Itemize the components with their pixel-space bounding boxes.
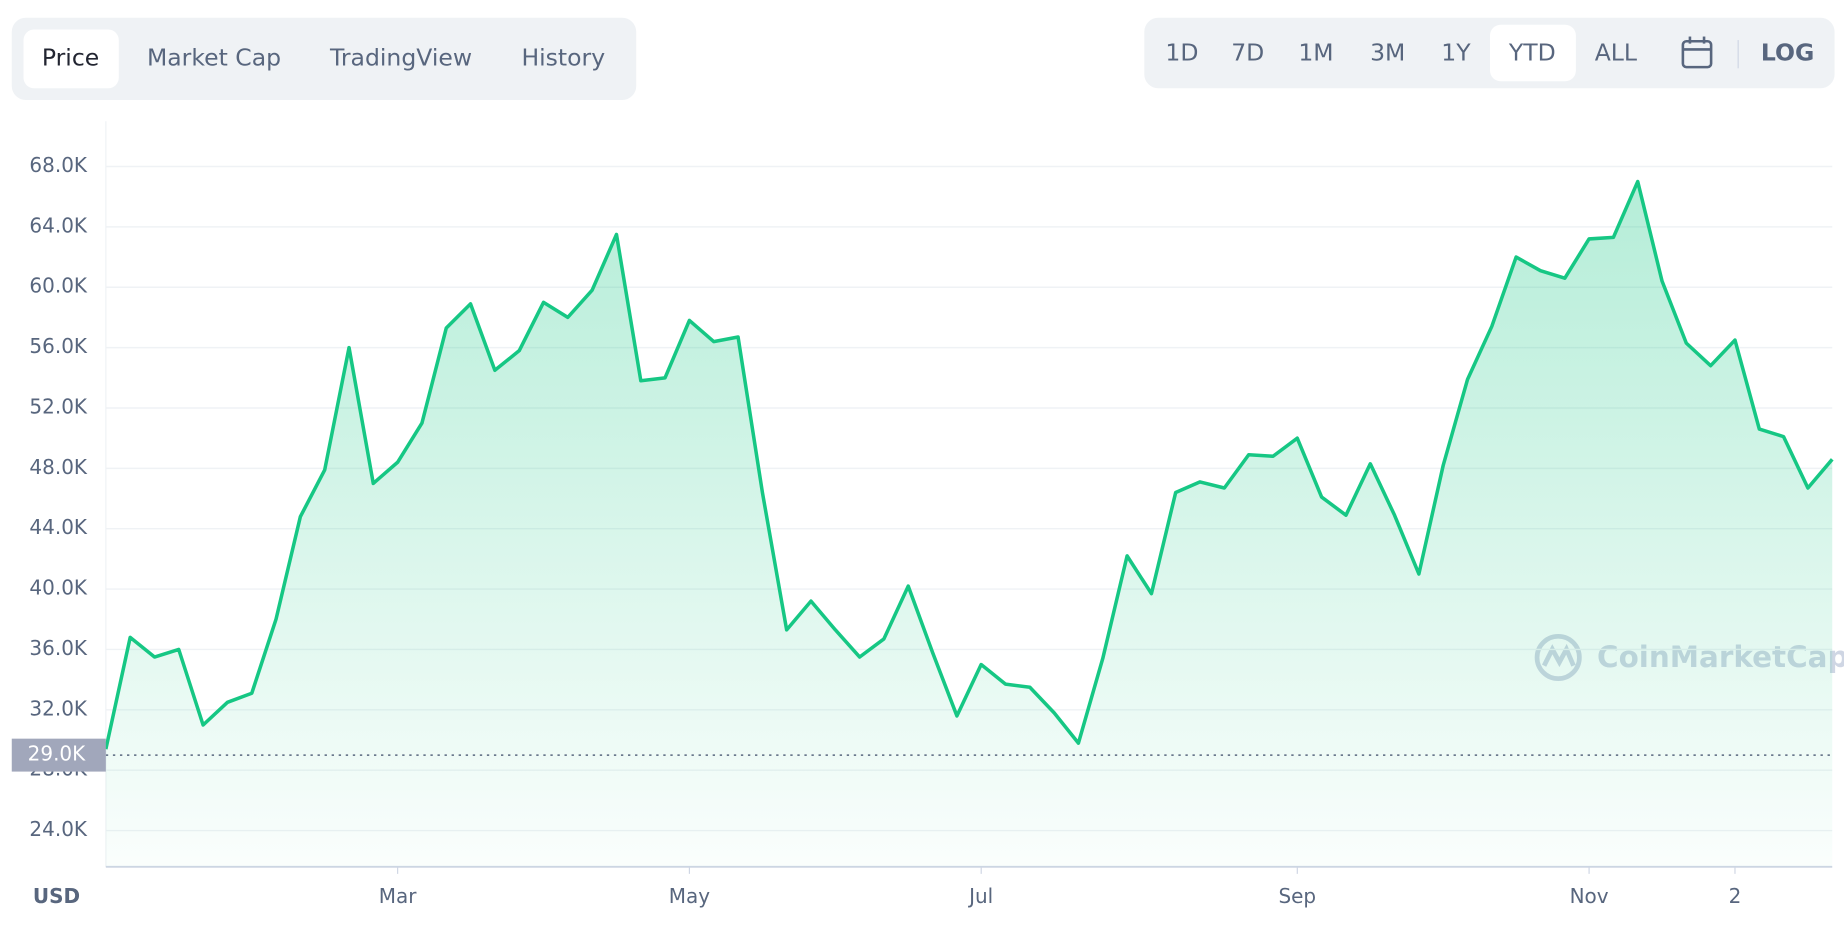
price-area bbox=[105, 181, 1833, 867]
range-button[interactable]: 1M bbox=[1298, 39, 1333, 67]
tab[interactable]: TradingView bbox=[329, 43, 472, 71]
y-tick-label: 68.0K bbox=[29, 153, 87, 177]
y-tick-label: 40.0K bbox=[29, 576, 87, 600]
selected-tab-bg bbox=[23, 29, 119, 89]
x-tick-label: Sep bbox=[1278, 884, 1316, 908]
x-tick-label: Mar bbox=[379, 884, 417, 908]
price-line bbox=[104, 179, 1834, 750]
tab[interactable]: Market Cap bbox=[147, 43, 281, 71]
calendar-icon[interactable] bbox=[1681, 36, 1713, 69]
reference-label-bg bbox=[11, 738, 106, 772]
selected-range-bg bbox=[1490, 24, 1576, 82]
x-tick-label: Nov bbox=[1570, 884, 1609, 908]
range-button[interactable]: ALL bbox=[1595, 39, 1637, 67]
y-tick-label: 36.0K bbox=[29, 636, 87, 660]
range-button[interactable]: 1D bbox=[1165, 39, 1198, 67]
y-tick-label: 60.0K bbox=[29, 274, 87, 298]
y-tick-label: 56.0K bbox=[29, 334, 87, 358]
range-button[interactable]: 1Y bbox=[1441, 39, 1471, 67]
range-button[interactable]: 7D bbox=[1231, 39, 1264, 67]
tab[interactable]: History bbox=[521, 43, 605, 71]
range-button[interactable]: YTD bbox=[1508, 39, 1556, 67]
y-tick-label: 52.0K bbox=[29, 394, 87, 418]
range-button[interactable]: 3M bbox=[1370, 39, 1405, 67]
y-tick-label: 48.0K bbox=[29, 455, 87, 479]
y-tick-label: 24.0K bbox=[29, 817, 87, 841]
y-tick-label: 32.0K bbox=[29, 696, 87, 720]
currency-label: USD bbox=[33, 884, 80, 908]
log-button[interactable]: LOG bbox=[1761, 39, 1814, 67]
tab-bar bbox=[11, 17, 637, 101]
range-bar bbox=[1144, 17, 1835, 89]
x-tick-label: 2 bbox=[1729, 884, 1742, 908]
y-tick-label: 44.0K bbox=[29, 515, 87, 539]
x-tick-label: Jul bbox=[967, 884, 993, 908]
reference-label: 29.0K bbox=[28, 742, 86, 766]
x-tick-label: May bbox=[669, 884, 710, 908]
tab[interactable]: Price bbox=[42, 43, 99, 71]
y-tick-label: 64.0K bbox=[29, 213, 87, 237]
